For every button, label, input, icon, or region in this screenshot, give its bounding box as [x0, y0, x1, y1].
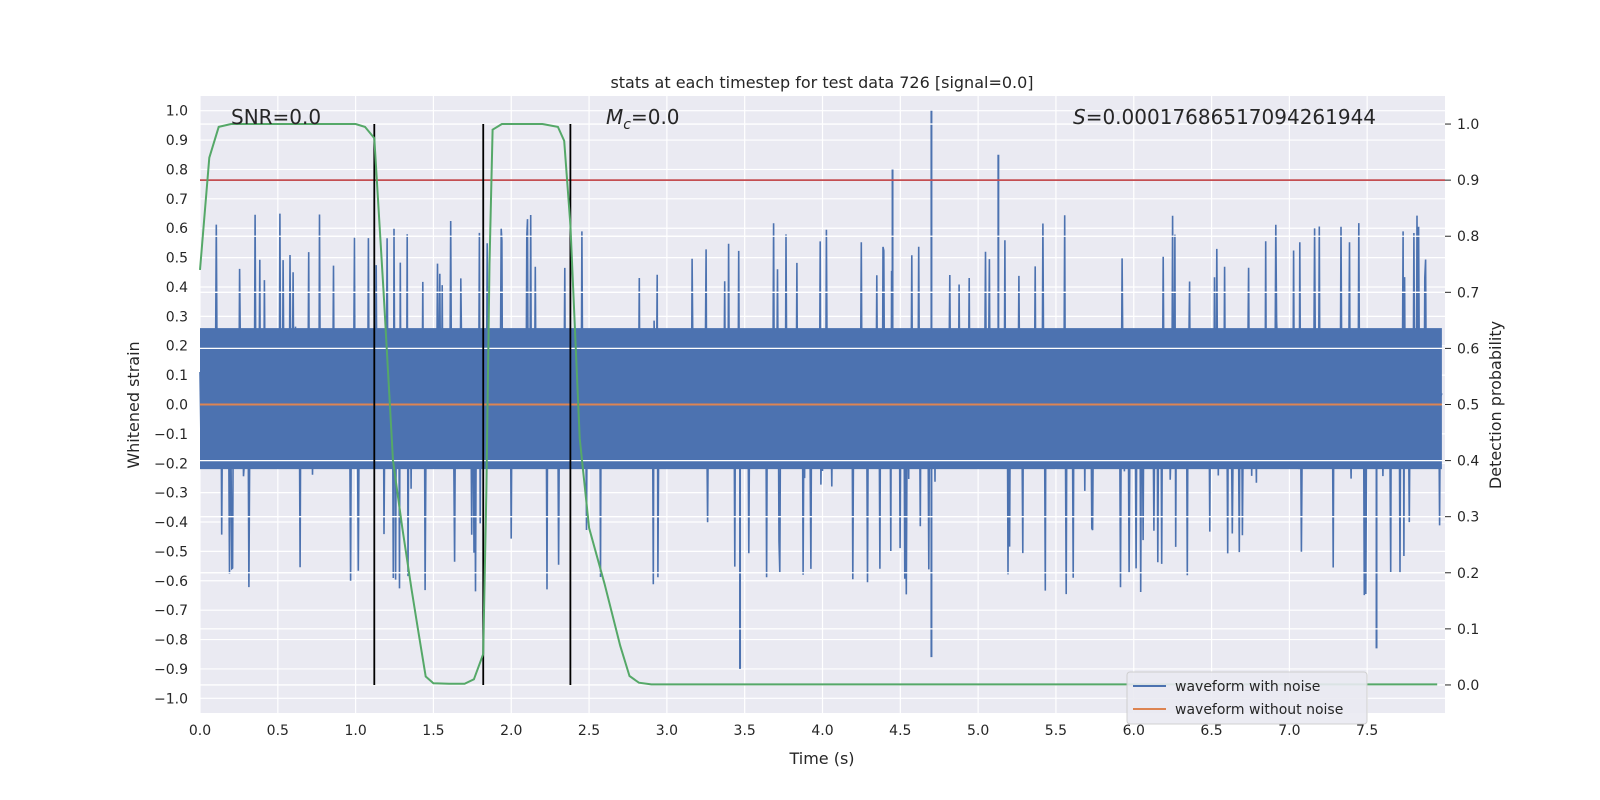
y-axis-label-right: Detection probability	[1486, 321, 1505, 489]
chirp-mass-subscript: c	[623, 117, 631, 133]
y-right-tick-label: 0.5	[1457, 398, 1479, 414]
x-tick-label: 3.5	[734, 723, 756, 739]
legend: waveform with noise waveform without noi…	[1126, 671, 1368, 725]
y-left-tick-label: 0.5	[166, 251, 188, 267]
chart-title: stats at each timestep for test data 726…	[610, 73, 1033, 92]
x-tick-label: 5.5	[1045, 723, 1067, 739]
chirp-mass-symbol: M	[606, 105, 623, 129]
y-left-tick-label: −0.2	[154, 456, 188, 472]
s-annotation: S=0.00017686517094261944	[1073, 105, 1376, 129]
tick-labels: 0.0 0.5 1.0 1.5 2.0 2.5 3.0 3.5 4.0 4.5 5.0 5.5 6.0 6…	[154, 104, 1479, 739]
y-right-tick-label: 0.0	[1457, 678, 1479, 694]
y-right-tick-label: 1.0	[1457, 117, 1479, 133]
chirp-mass-value: =0.0	[631, 105, 680, 129]
overlay-lines	[199, 123, 1445, 686]
chirp-mass-annotation: Mc=0.0	[606, 105, 680, 133]
x-tick-label: 7.0	[1278, 723, 1300, 739]
y-left-tick-label: −0.5	[154, 544, 188, 560]
y-left-tick-label: −0.9	[154, 662, 188, 678]
s-symbol: S	[1073, 105, 1086, 129]
y-left-tick-label: −0.1	[154, 427, 188, 443]
y-left-tick-label: −0.3	[154, 486, 188, 502]
y-axis-label-left: Whitened strain	[124, 341, 143, 468]
x-tick-label: 2.5	[578, 723, 600, 739]
x-tick-label: 1.5	[422, 723, 444, 739]
y-left-tick-label: −0.4	[154, 515, 188, 531]
x-tick-label: 3.0	[656, 723, 678, 739]
x-tick-label: 6.5	[1200, 723, 1222, 739]
x-axis-label: Time (s)	[788, 749, 854, 768]
y-left-tick-label: 0.4	[166, 280, 188, 296]
legend-box	[1126, 671, 1368, 725]
x-tick-label: 4.5	[889, 723, 911, 739]
y-left-tick-label: −0.7	[154, 603, 188, 619]
x-tick-label: 7.5	[1356, 723, 1378, 739]
x-tick-label: 6.0	[1123, 723, 1145, 739]
y-left-tick-label: 0.6	[166, 221, 188, 237]
y-left-tick-label: 0.7	[166, 192, 188, 208]
x-tick-label: 0.0	[189, 723, 211, 739]
y-left-tick-label: 0.8	[166, 162, 188, 178]
x-tick-label: 4.0	[811, 723, 833, 739]
x-tick-label: 1.0	[344, 723, 366, 739]
s-value: =0.00017686517094261944	[1086, 105, 1376, 129]
y-left-tick-label: 0.3	[166, 309, 188, 325]
y-left-tick-label: 0.9	[166, 133, 188, 149]
y-left-tick-label: 1.0	[166, 104, 188, 120]
y-right-tick-label: 0.8	[1457, 229, 1479, 245]
y-right-tick-label: 0.4	[1457, 454, 1479, 470]
waveform-with-noise-series	[199, 110, 1443, 669]
legend-label-noise: waveform with noise	[1175, 679, 1320, 695]
y-left-tick-label: −0.8	[154, 633, 188, 649]
y-left-tick-label: 0.1	[166, 368, 188, 384]
y-right-tick-label: 0.9	[1457, 173, 1479, 189]
y-left-tick-label: 0.0	[166, 398, 188, 414]
x-tick-label: 0.5	[267, 723, 289, 739]
y-right-tick-label: 0.7	[1457, 285, 1479, 301]
legend-label-clean: waveform without noise	[1175, 702, 1343, 718]
y-left-tick-label: −1.0	[154, 691, 188, 707]
y-right-tick-label: 0.3	[1457, 510, 1479, 526]
detection-probability-line	[199, 123, 1438, 686]
x-tick-label: 5.0	[967, 723, 989, 739]
x-tick-label: 2.0	[500, 723, 522, 739]
y-right-tick-label: 0.2	[1457, 566, 1479, 582]
y-left-tick-label: −0.6	[154, 574, 188, 590]
waveform-noise-core-band	[200, 328, 1442, 470]
y-left-tick-label: 0.2	[166, 339, 188, 355]
y-right-tick-label: 0.6	[1457, 341, 1479, 357]
snr-annotation: SNR=0.0	[231, 105, 321, 129]
y-right-tick-label: 0.1	[1457, 622, 1479, 638]
